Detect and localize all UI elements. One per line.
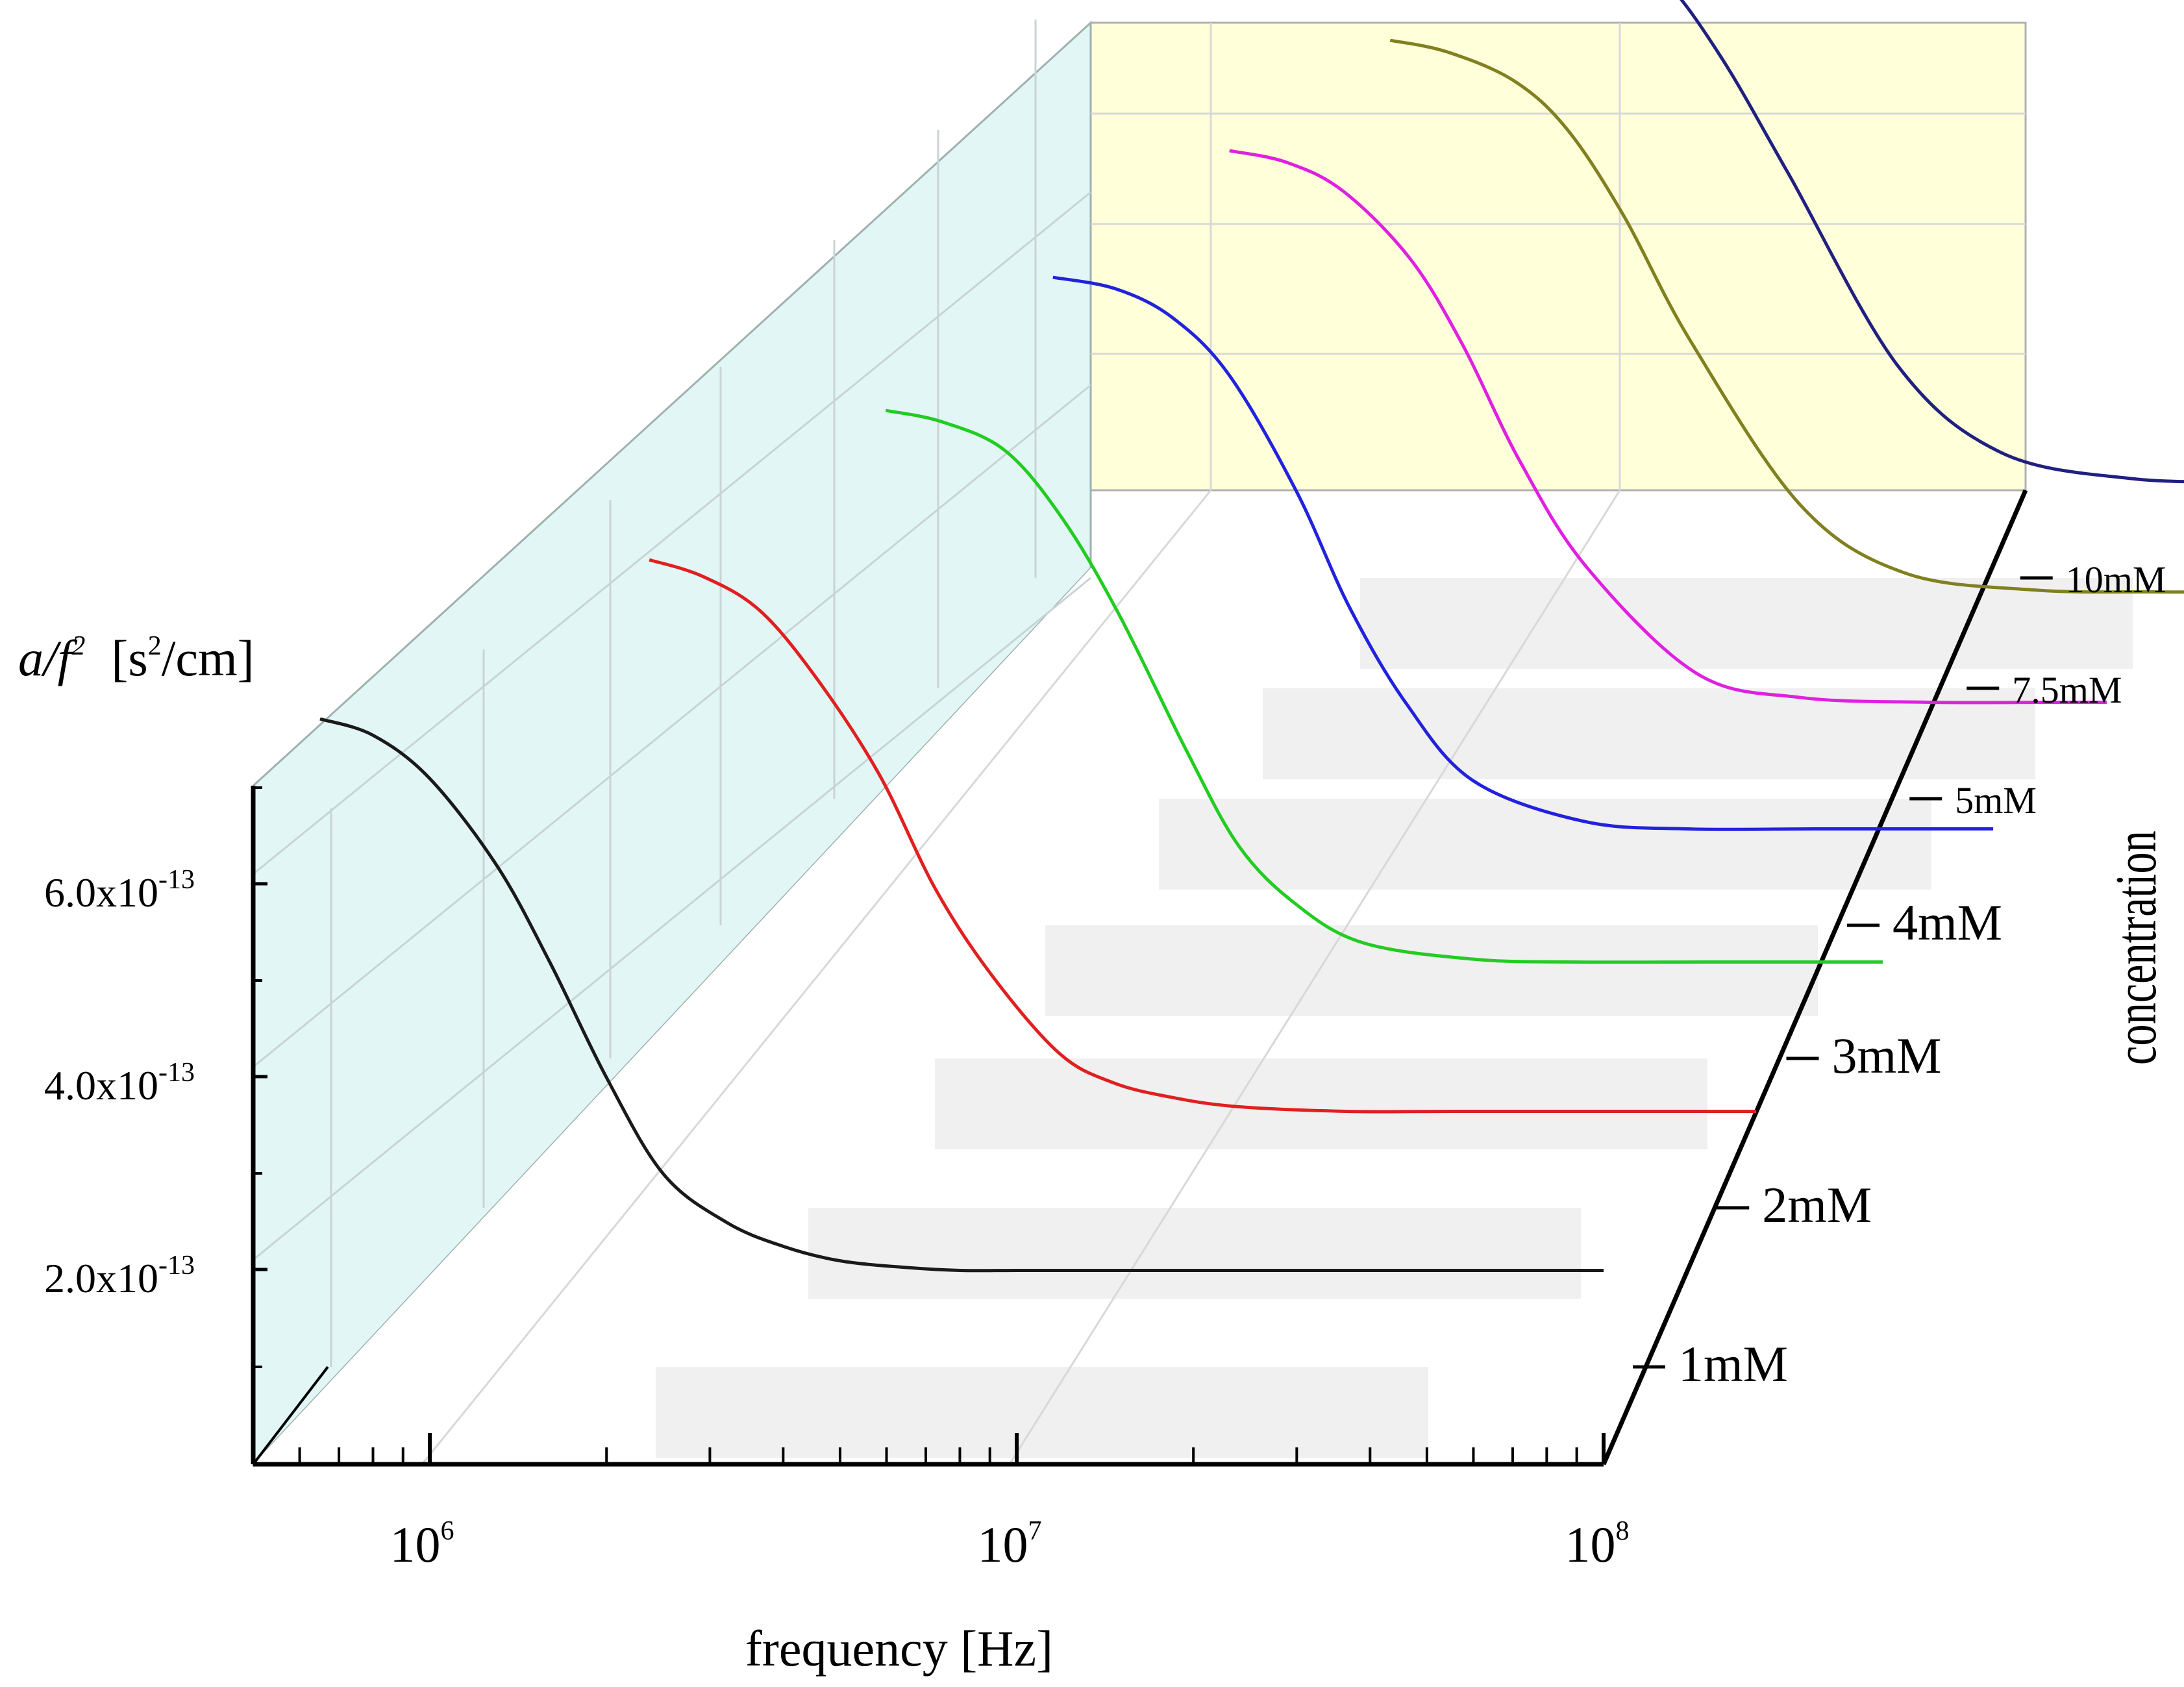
side-grid-diag xyxy=(253,191,1091,875)
z-axis-title: concentration xyxy=(2105,831,2169,1065)
series-line-5mM xyxy=(1229,149,2107,705)
floor-strip xyxy=(1045,925,1818,1016)
y-axis-title: a/f2 [s2/cm] xyxy=(18,630,254,686)
series-line-3mM xyxy=(885,408,1883,964)
series-line-7.5mM xyxy=(1389,38,2184,594)
concentration-label: 2mM xyxy=(1762,1177,1872,1233)
floor-strip xyxy=(808,1208,1581,1299)
floor-strip xyxy=(935,1058,1707,1149)
x-tick-label-1e8: 108 xyxy=(1565,1516,1630,1573)
series-line-1mM xyxy=(319,717,1604,1273)
floor-grid-diag xyxy=(1008,490,1621,1465)
floor-edge xyxy=(252,1366,329,1466)
side-grid-diag xyxy=(253,577,1091,1261)
chart-axes xyxy=(251,489,2053,1467)
x-tick-label-1e7: 107 xyxy=(978,1516,1042,1573)
x-axis-title: frequency [Hz] xyxy=(745,1620,1053,1677)
series-line-2mM xyxy=(649,558,1756,1114)
series-line-4mM xyxy=(1052,275,1993,831)
series-line-10mM xyxy=(1680,0,2184,484)
chart-grid xyxy=(253,19,2026,1465)
chart-walls xyxy=(252,20,2184,1467)
concentration-label: 10mM xyxy=(2066,558,2166,601)
concentration-labels: 1mM 2mM 3mM 4mM 5mM 7.5mM 10mM xyxy=(1678,558,2166,1392)
y-tick-label-6: 6.0x10-13 xyxy=(44,865,195,916)
floor-grid-diag xyxy=(421,490,1212,1465)
concentration-label: 5mM xyxy=(1955,779,2037,821)
chart-series xyxy=(319,0,2184,1273)
side-grid-diag xyxy=(253,384,1091,1068)
concentration-label: 3mM xyxy=(1832,1027,1942,1084)
y-tick-label-2: 2.0x10-13 xyxy=(44,1251,195,1301)
floor-strip xyxy=(1159,799,1931,890)
x-tick-label-1e6: 106 xyxy=(390,1516,454,1573)
z-axis-line xyxy=(1601,489,2028,1466)
concentration-label: 7.5mM xyxy=(2012,669,2122,711)
back-wall xyxy=(1089,21,2027,492)
concentration-label: 4mM xyxy=(1892,894,2002,951)
concentration-label: 1mM xyxy=(1678,1336,1788,1392)
y-tick-label-4: 4.0x10-13 xyxy=(44,1058,195,1108)
floor-strip xyxy=(1360,578,2133,669)
